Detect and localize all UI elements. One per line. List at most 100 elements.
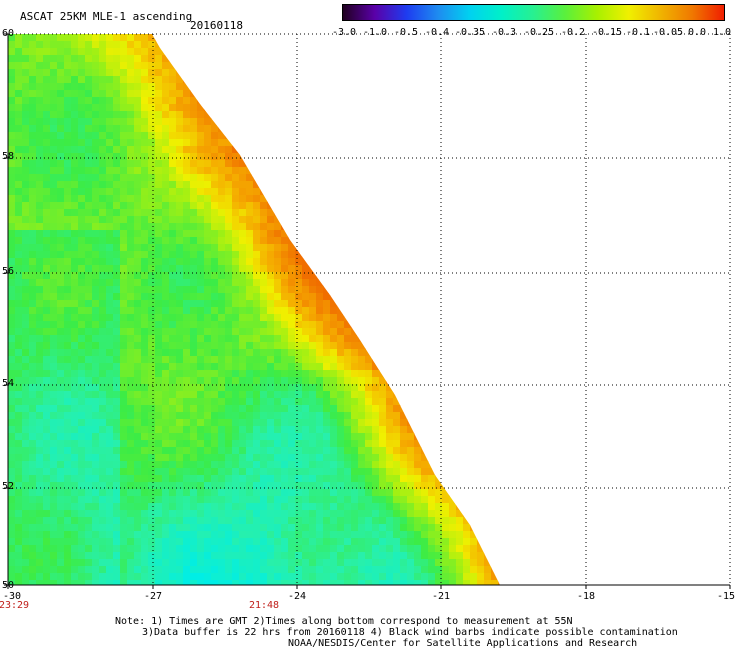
- heatmap-cell: [372, 447, 380, 455]
- heatmap-cell: [400, 230, 408, 238]
- heatmap-cell: [22, 244, 30, 252]
- heatmap-cell: [337, 321, 345, 329]
- heatmap-cell: [484, 167, 492, 175]
- heatmap-cell: [29, 342, 37, 350]
- heatmap-cell: [288, 377, 296, 385]
- heatmap-cell: [428, 363, 436, 371]
- heatmap-cell: [239, 377, 247, 385]
- heatmap-cell: [232, 503, 240, 511]
- heatmap-cell: [379, 412, 387, 420]
- heatmap-cell: [267, 307, 275, 315]
- heatmap-cell: [365, 510, 373, 518]
- heatmap-cell: [400, 209, 408, 217]
- heatmap-cell: [470, 41, 478, 49]
- heatmap-cell: [295, 139, 303, 147]
- heatmap-cell: [8, 216, 16, 224]
- heatmap-cell: [253, 139, 261, 147]
- heatmap-cell: [64, 90, 72, 98]
- heatmap-cell: [456, 272, 464, 280]
- heatmap-cell: [99, 55, 107, 63]
- heatmap-cell: [344, 223, 352, 231]
- heatmap-cell: [421, 195, 429, 203]
- heatmap-cell: [358, 433, 366, 441]
- heatmap-cell: [463, 377, 471, 385]
- heatmap-cell: [463, 188, 471, 196]
- heatmap-cell: [407, 468, 415, 476]
- heatmap-cell: [204, 251, 212, 259]
- heatmap-cell: [190, 433, 198, 441]
- heatmap-cell: [176, 153, 184, 161]
- heatmap-cell: [281, 244, 289, 252]
- heatmap-cell: [183, 307, 191, 315]
- heatmap-cell: [484, 377, 492, 385]
- heatmap-cell: [190, 440, 198, 448]
- heatmap-cell: [351, 496, 359, 504]
- heatmap-cell: [246, 440, 254, 448]
- heatmap-cell: [267, 475, 275, 483]
- heatmap-cell: [316, 237, 324, 245]
- heatmap-cell: [218, 496, 226, 504]
- heatmap-cell: [232, 482, 240, 490]
- heatmap-cell: [288, 426, 296, 434]
- heatmap-cell: [400, 461, 408, 469]
- heatmap-cell: [351, 265, 359, 273]
- heatmap-cell: [498, 321, 500, 329]
- heatmap-cell: [204, 363, 212, 371]
- heatmap-cell: [400, 496, 408, 504]
- heatmap-cell: [8, 230, 16, 238]
- heatmap-cell: [239, 370, 247, 378]
- heatmap-cell: [218, 475, 226, 483]
- heatmap-cell: [400, 321, 408, 329]
- heatmap-cell: [295, 202, 303, 210]
- heatmap-cell: [400, 349, 408, 357]
- heatmap-cell: [302, 76, 310, 84]
- heatmap-cell: [372, 174, 380, 182]
- heatmap-cell: [337, 440, 345, 448]
- heatmap-cell: [211, 405, 219, 413]
- heatmap-cell: [239, 342, 247, 350]
- heatmap-cell: [274, 202, 282, 210]
- heatmap-cell: [113, 510, 121, 518]
- heatmap-cell: [351, 349, 359, 357]
- heatmap-cell: [15, 251, 23, 259]
- heatmap-cell: [288, 83, 296, 91]
- heatmap-cell: [470, 286, 478, 294]
- heatmap-cell: [43, 195, 51, 203]
- heatmap-cell: [428, 391, 436, 399]
- heatmap-cell: [120, 181, 128, 189]
- heatmap-cell: [155, 167, 163, 175]
- heatmap-cell: [379, 146, 387, 154]
- heatmap-cell: [351, 279, 359, 287]
- heatmap-cell: [127, 48, 135, 56]
- heatmap-cell: [267, 125, 275, 133]
- heatmap-cell: [22, 69, 30, 77]
- heatmap-cell: [372, 300, 380, 308]
- heatmap-cell: [330, 496, 338, 504]
- heatmap-cell: [393, 517, 401, 525]
- heatmap-cell: [162, 349, 170, 357]
- heatmap-cell: [120, 97, 128, 105]
- heatmap-cell: [463, 503, 471, 511]
- heatmap-cell: [379, 279, 387, 287]
- heatmap-cell: [365, 265, 373, 273]
- heatmap-cell: [92, 377, 100, 385]
- heatmap-cell: [50, 160, 58, 168]
- heatmap-cell: [155, 209, 163, 217]
- heatmap-cell: [484, 237, 492, 245]
- heatmap-cell: [225, 83, 233, 91]
- heatmap-cell: [57, 209, 65, 217]
- heatmap-cell: [43, 139, 51, 147]
- heatmap-cell: [43, 69, 51, 77]
- heatmap-cell: [365, 468, 373, 476]
- heatmap-cell: [8, 335, 16, 343]
- heatmap-cell: [309, 419, 317, 427]
- heatmap-cell: [22, 230, 30, 238]
- heatmap-cell: [64, 489, 72, 497]
- heatmap-cell: [92, 230, 100, 238]
- heatmap-cell: [85, 475, 93, 483]
- heatmap-cell: [344, 195, 352, 203]
- heatmap-cell: [428, 41, 436, 49]
- heatmap-cell: [323, 90, 331, 98]
- heatmap-cell: [127, 244, 135, 252]
- heatmap-cell: [316, 118, 324, 126]
